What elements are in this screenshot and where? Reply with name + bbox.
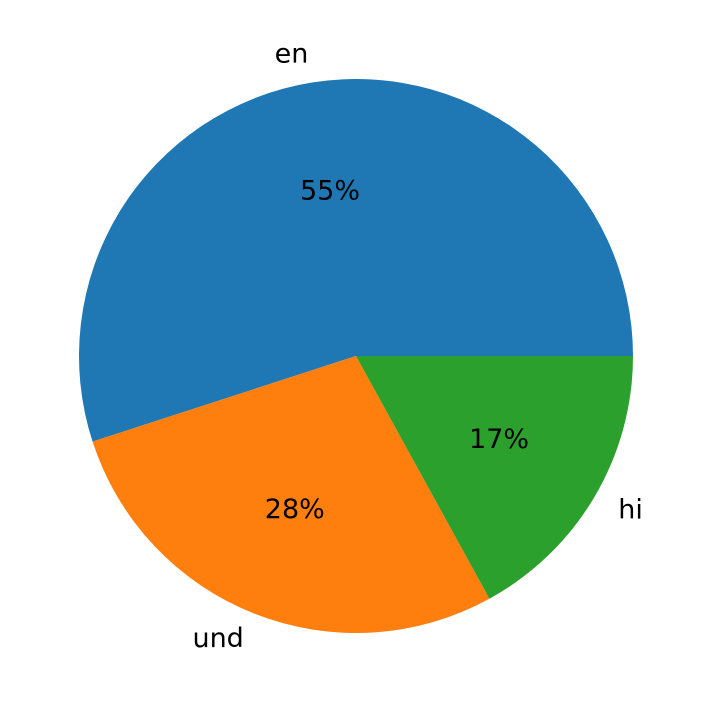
slice-label: en [275, 39, 309, 70]
pie-slice [78, 78, 634, 442]
value-label: 55% [300, 175, 360, 206]
slice-label: und [192, 623, 243, 654]
pie-slice [356, 356, 633, 599]
pie-slice [92, 356, 490, 633]
slice-label: hi [618, 495, 643, 526]
value-label: 28% [265, 494, 325, 525]
value-label: 17% [469, 424, 529, 455]
